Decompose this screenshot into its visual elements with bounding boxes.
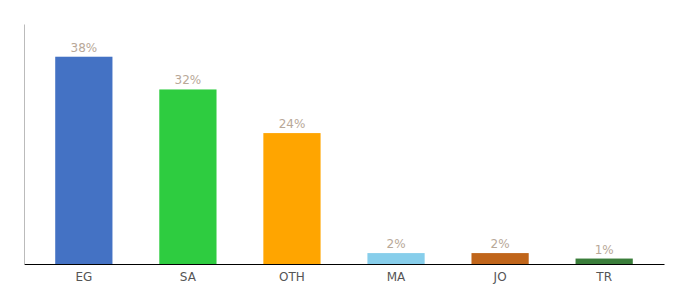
x-tick-label: JO — [493, 270, 507, 284]
data-label: 2% — [491, 237, 510, 251]
x-tick-label: SA — [180, 270, 197, 284]
bar — [55, 57, 112, 264]
bar — [576, 259, 633, 264]
x-tick: JO — [493, 270, 507, 284]
x-tick: OTH — [279, 270, 305, 284]
data-label: 24% — [279, 117, 306, 131]
data-label: 1% — [595, 243, 614, 257]
plot: 38% 32% 24% 2% 2% 1% EG SA OTH MA JO TR — [25, 25, 665, 284]
y-axis — [24, 25, 25, 265]
bar — [471, 253, 528, 264]
x-tick: TR — [595, 270, 612, 284]
x-tick-label: TR — [595, 270, 612, 284]
bar — [159, 89, 216, 264]
x-tick: SA — [180, 270, 197, 284]
bar — [263, 133, 320, 264]
x-tick-label: MA — [387, 270, 406, 284]
data-label: 2% — [387, 237, 406, 251]
x-tick: EG — [75, 270, 92, 284]
x-axis-line — [25, 264, 665, 265]
x-tick-label: EG — [75, 270, 92, 284]
x-tick-label: OTH — [279, 270, 305, 284]
y-axis-line — [24, 25, 25, 265]
x-tick: MA — [387, 270, 406, 284]
chart: 38% 32% 24% 2% 2% 1% EG SA OTH MA JO TR — [0, 0, 680, 300]
bars — [55, 57, 633, 264]
data-label: 38% — [71, 41, 98, 55]
bar — [367, 253, 424, 264]
x-axis: EG SA OTH MA JO TR — [25, 265, 665, 284]
data-label: 32% — [175, 73, 202, 87]
data-labels: 38% 32% 24% 2% 2% 1% — [71, 41, 614, 257]
